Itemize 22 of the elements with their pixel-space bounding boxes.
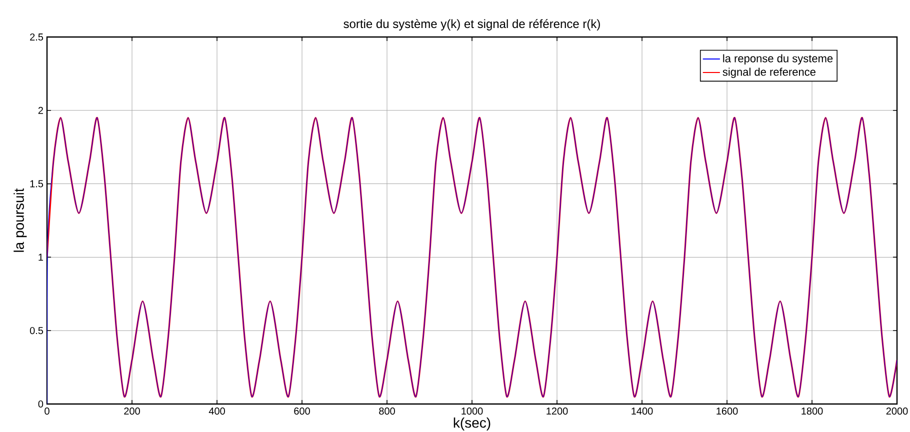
x-tick-label: 1800 [802,408,823,415]
x-tick-label: 1200 [546,408,568,415]
y-tick-label: 2.5 [30,33,44,41]
y-tick-label: 0.5 [30,327,44,334]
y-tick-label: 1 [38,254,43,261]
y-tick-label: 1.5 [30,180,44,188]
x-tick-label: 600 [294,408,310,415]
y-tick-label: 0 [38,400,44,408]
legend-label: la reponse du systeme [723,54,833,64]
x-tick-label: 1000 [462,408,483,415]
x-axis-title: k(sec) [454,417,490,431]
x-tick-label: 400 [208,408,225,415]
y-axis-title: la poursuit [14,188,27,252]
x-tick-label: 1600 [716,408,738,415]
x-tick-label: 1400 [632,408,653,415]
x-tick-label: 0 [44,408,50,415]
chart-title: sortie du système y(k) et signal de référence r(k) [344,19,600,30]
x-tick-label: 2000 [886,408,908,415]
x-tick-label: 800 [379,408,395,415]
legend-label: signal de reference [722,68,816,78]
y-tick-label: 2 [38,106,43,114]
x-tick-label: 200 [124,408,140,415]
